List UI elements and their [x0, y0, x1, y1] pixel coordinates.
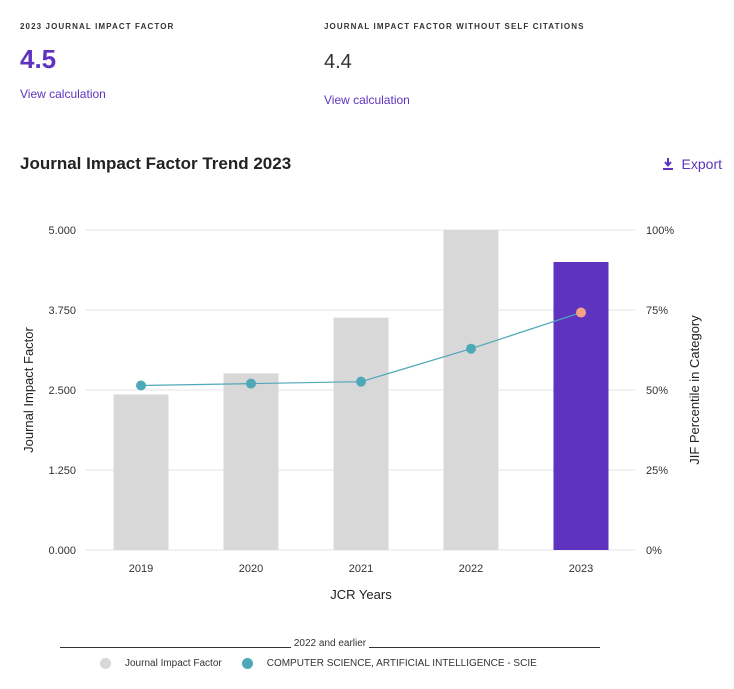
- jif-no-self-metric: JOURNAL IMPACT FACTOR WITHOUT SELF CITAT…: [324, 22, 585, 107]
- legend-item-category[interactable]: COMPUTER SCIENCE, ARTIFICIAL INTELLIGENC…: [241, 658, 537, 669]
- jif-view-calculation-link[interactable]: View calculation: [20, 87, 106, 101]
- percentile-point-2023: [576, 307, 586, 318]
- x-tick-label: 2021: [349, 563, 373, 575]
- legend-item-jif[interactable]: Journal Impact Factor: [100, 658, 222, 669]
- jif-label: 2023 JOURNAL IMPACT FACTOR: [20, 22, 175, 31]
- bar-2020: [223, 373, 279, 550]
- y-tick-label: 0.000: [48, 545, 76, 557]
- x-tick-label: 2020: [239, 563, 263, 575]
- jif-metric: 2023 JOURNAL IMPACT FACTOR 4.5 View calc…: [20, 22, 174, 101]
- chart-legend: Journal Impact Factor COMPUTER SCIENCE, …: [100, 658, 557, 669]
- y2-axis-title: JIF Percentile in Category: [687, 315, 702, 465]
- export-button[interactable]: Export: [662, 156, 722, 172]
- legend-rule-left: [60, 647, 291, 648]
- bar-2023: [553, 262, 609, 550]
- jif-no-self-view-calculation-link[interactable]: View calculation: [324, 93, 410, 107]
- y2-tick-label: 100%: [646, 225, 674, 237]
- legend-category-label: COMPUTER SCIENCE, ARTIFICIAL INTELLIGENC…: [266, 658, 537, 669]
- y2-tick-label: 50%: [646, 385, 668, 397]
- x-tick-label: 2023: [569, 563, 593, 575]
- y-tick-label: 1.250: [48, 465, 76, 477]
- y-tick-label: 3.750: [48, 305, 76, 317]
- download-icon: [662, 158, 673, 170]
- export-label: Export: [681, 156, 722, 172]
- percentile-point-2021: [356, 376, 366, 387]
- bar-2019: [113, 394, 169, 550]
- y2-tick-label: 0%: [646, 545, 662, 557]
- bar-2022: [443, 230, 499, 550]
- y-tick-label: 5.000: [48, 225, 76, 237]
- legend-group-label: 2022 and earlier: [293, 638, 367, 649]
- legend-group-header: 2022 and earlier: [60, 638, 600, 649]
- y-axis-title: Journal Impact Factor: [21, 326, 36, 452]
- y2-tick-label: 25%: [646, 465, 668, 477]
- y2-tick-label: 75%: [646, 305, 668, 317]
- jif-no-self-value: 4.4: [324, 51, 352, 73]
- legend-category-swatch: [241, 658, 253, 669]
- x-tick-label: 2022: [459, 563, 483, 575]
- x-tick-label: 2019: [129, 563, 153, 575]
- jif-trend-chart: 0.000 1.250 2.500 3.750 5.000 0% 25% 50% 75% 100%…: [21, 225, 702, 602]
- percentile-point-2022: [466, 343, 476, 354]
- bar-2021: [333, 317, 389, 550]
- percentile-point-2020: [246, 378, 256, 389]
- percentile-point-2019: [136, 380, 146, 391]
- legend-jif-label: Journal Impact Factor: [125, 658, 222, 669]
- legend-jif-swatch: [100, 658, 111, 669]
- jif-value: 4.5: [20, 44, 57, 74]
- jif-no-self-label: JOURNAL IMPACT FACTOR WITHOUT SELF CITAT…: [324, 22, 585, 31]
- x-axis-title: JCR Years: [330, 587, 392, 602]
- y-tick-label: 2.500: [48, 385, 76, 397]
- legend-rule-right: [369, 647, 600, 648]
- trend-title: Journal Impact Factor Trend 2023: [20, 154, 292, 173]
